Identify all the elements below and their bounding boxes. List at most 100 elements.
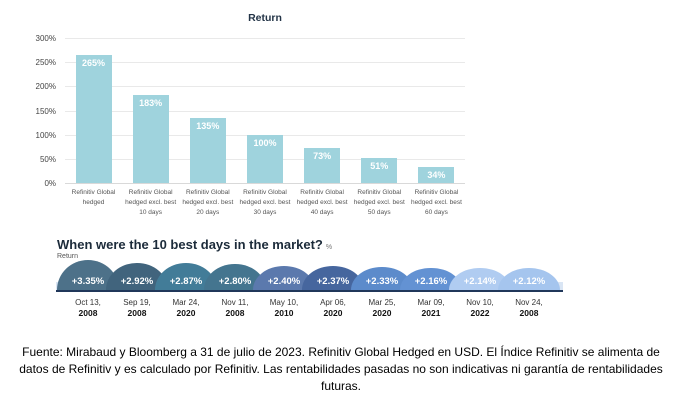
- date-year: 2008: [78, 308, 98, 319]
- bar-column: 183%: [122, 38, 179, 183]
- date-month-day: May 10,: [269, 298, 299, 307]
- y-tick-label: 0%: [44, 179, 56, 188]
- x-category-label: Refinitiv Global hedged excl. best 50 da…: [353, 189, 405, 217]
- x-axis-line: [65, 183, 465, 184]
- y-tick-label: 200%: [35, 82, 56, 91]
- y-tick-label: 300%: [35, 34, 56, 43]
- x-category-label: Refinitiv Global hedged excl. best 20 da…: [182, 189, 234, 217]
- date-year: 2010: [274, 308, 294, 319]
- best-day-item: +2.37% Apr 06, 2020: [301, 262, 365, 320]
- x-category-label: Refinitiv Global hedged excl. best 30 da…: [239, 189, 291, 217]
- date-year: 2020: [372, 308, 392, 319]
- gridline: [65, 38, 465, 39]
- best-day-date: Apr 06, 2020: [301, 298, 365, 319]
- best-day-item: +2.33% Mar 25, 2020: [350, 262, 414, 320]
- best-day-date: Nov 11, 2008: [203, 298, 267, 319]
- y-tick-label: 50%: [39, 154, 56, 164]
- bar-value-label: 183%: [139, 97, 163, 108]
- return-dome: +2.37%: [302, 266, 364, 290]
- gridline: [65, 86, 465, 88]
- y-tick-label: 250%: [35, 58, 56, 67]
- best-day-date: Mar 25, 2020: [350, 298, 414, 319]
- date-year: 2020: [323, 308, 343, 319]
- bar-value-label: 34%: [427, 169, 446, 180]
- bar-chart-title: Return: [248, 12, 282, 24]
- return-dome: +2.40%: [253, 266, 315, 290]
- return-value-label: +2.40%: [267, 276, 301, 287]
- bar: 51%: [361, 158, 398, 183]
- bar-value-label: 73%: [313, 150, 332, 161]
- return-value-label: +3.35%: [71, 276, 105, 287]
- x-category-label: Refinitiv Global hedged: [71, 189, 116, 207]
- return-value-label: +2.37%: [316, 276, 350, 287]
- bar: 135%: [189, 117, 226, 183]
- bar: 100%: [246, 134, 283, 183]
- source-footnote: Fuente: Mirabaud y Bloomberg a 31 de jul…: [19, 345, 663, 393]
- return-dome: +2.12%: [498, 268, 560, 290]
- best-day-item: +2.16% Mar 09, 2021: [399, 262, 463, 320]
- x-category-label: Refinitiv Global hedged excl. best 40 da…: [296, 189, 348, 217]
- bar: 73%: [304, 147, 341, 183]
- x-category-label: Refinitiv Global hedged excl. best 10 da…: [125, 189, 177, 217]
- bar-plot-area: 265% 183% 135% 100% 73% 51% 34%: [65, 38, 465, 183]
- return-dome: +2.14%: [449, 267, 511, 290]
- date-year: 2008: [225, 308, 245, 319]
- best-day-date: Sep 19, 2008: [105, 298, 169, 319]
- return-dome: +2.33%: [351, 266, 413, 290]
- bar-column: 73%: [294, 38, 351, 183]
- date-month-day: Mar 24,: [172, 298, 200, 307]
- date-month-day: Nov 11,: [221, 298, 249, 307]
- date-month-day: Mar 09,: [417, 298, 445, 307]
- best-day-date: Mar 09, 2021: [399, 298, 463, 319]
- gridline: [65, 62, 465, 64]
- best-day-item: +2.80% Nov 11, 2008: [203, 262, 267, 320]
- best-day-date: May 10, 2010: [252, 298, 316, 319]
- best-day-date: Nov 10, 2022: [448, 298, 512, 319]
- bar-value-label: 100%: [253, 137, 277, 148]
- bar: 183%: [132, 94, 169, 183]
- bar-value-label: 51%: [370, 161, 389, 172]
- date-month-day: Mar 25,: [368, 298, 396, 307]
- bar-value-label: 135%: [196, 120, 220, 131]
- bar-column: 135%: [179, 38, 236, 183]
- date-month-day: Sep 19,: [123, 298, 151, 307]
- date-month-day: Apr 06,: [320, 298, 346, 307]
- date-year: 2008: [519, 308, 539, 319]
- best-day-item: +2.40% May 10, 2010: [252, 262, 316, 320]
- date-month-day: Nov 24,: [515, 298, 543, 307]
- best-day-item: +2.12% Nov 24, 2008: [497, 262, 561, 320]
- y-tick-label: 100%: [35, 130, 56, 140]
- date-year: 2022: [470, 308, 490, 319]
- best-day-date: Mar 24, 2020: [154, 298, 218, 319]
- date-year: 2021: [421, 308, 441, 319]
- return-value-label: +2.14%: [463, 276, 497, 287]
- best-days-title-text: When were the 10 best days in the market…: [57, 237, 323, 252]
- return-value-label: +2.80%: [218, 276, 252, 287]
- date-month-day: Oct 13,: [75, 298, 101, 307]
- return-value-label: +2.87%: [169, 276, 203, 287]
- best-days-title: When were the 10 best days in the market…: [57, 237, 332, 252]
- date-month-day: Nov 10,: [466, 298, 494, 307]
- bar: 265%: [75, 54, 112, 183]
- bar: 34%: [418, 166, 455, 183]
- return-value-label: +2.33%: [365, 276, 399, 287]
- best-days-title-unit: %: [325, 244, 333, 251]
- best-days-axis-label: Return: [57, 253, 79, 260]
- bar-column: 51%: [351, 38, 408, 183]
- x-category-label: Refinitiv Global hedged excl. best 60 da…: [410, 189, 462, 217]
- return-value-label: +2.16%: [414, 276, 448, 287]
- date-year: 2020: [176, 308, 196, 319]
- gridline: [65, 110, 465, 112]
- y-tick-label: 150%: [35, 106, 56, 116]
- return-value-label: +2.92%: [120, 276, 154, 287]
- return-value-label: +2.12%: [512, 276, 546, 287]
- best-day-item: +2.14% Nov 10, 2022: [448, 262, 512, 320]
- bar-column: 34%: [408, 38, 465, 183]
- best-day-date: Oct 13, 2008: [56, 298, 120, 319]
- x-axis-labels: Refinitiv Global hedged Refinitiv Global…: [65, 188, 465, 218]
- bar-value-label: 265%: [81, 57, 106, 68]
- best-days-baseline: [56, 290, 563, 292]
- bar-column: 100%: [236, 38, 293, 183]
- bar-column: 265%: [65, 38, 122, 183]
